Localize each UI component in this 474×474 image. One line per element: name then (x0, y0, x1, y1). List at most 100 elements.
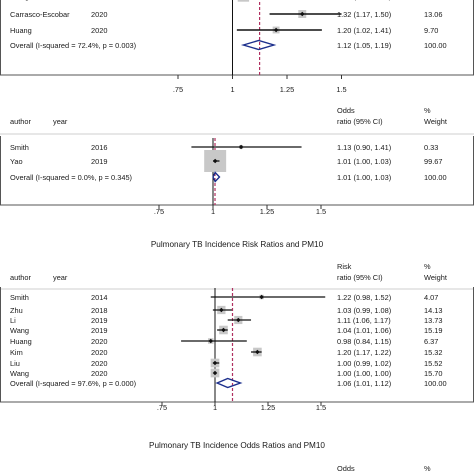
study-weight: 9.70 (424, 26, 438, 35)
study-year: 2019 (91, 157, 107, 166)
study-author: Liu (10, 359, 20, 368)
x-tick-label: 1 (211, 207, 215, 216)
study-point-estimate (299, 11, 305, 17)
header-ratio: ratio (95% CI) (337, 273, 383, 282)
study-ratio-ci: 1.22 (0.98, 1.52) (337, 293, 391, 302)
study-author: Wang (10, 0, 29, 1)
study-point-estimate (259, 294, 264, 300)
header-weight: % (424, 262, 431, 271)
panel-title: Pulmonary TB Incidence Risk Ratios and P… (151, 240, 324, 249)
study-author: Kim (10, 348, 23, 357)
x-tick-label: 1.5 (316, 207, 326, 216)
study-ratio-ci: 1.32 (1.17, 1.50) (337, 10, 391, 19)
study-point-estimate (219, 307, 224, 313)
header-ratio: ratio (95% CI) (337, 117, 383, 126)
study-ratio-ci: 1.20 (1.02, 1.41) (337, 26, 391, 35)
study-year: 2018 (91, 0, 107, 1)
study-year: 2020 (91, 10, 107, 19)
study-year: 2020 (91, 26, 107, 35)
study-ratio-ci: 1.04 (1.01, 1.06) (337, 326, 391, 335)
x-tick-label: 1.25 (260, 207, 274, 216)
study-year: 2020 (91, 369, 107, 378)
study-year: 2014 (91, 293, 107, 302)
study-point-estimate (238, 144, 244, 150)
study-weight: 0.33 (424, 143, 438, 152)
study-ratio-ci: 1.03 (0.99, 1.08) (337, 306, 391, 315)
study-weight-box (237, 0, 250, 2)
x-tick-label: 1.25 (280, 85, 294, 94)
study-point-estimate (273, 27, 279, 33)
overall-weight: 100.00 (424, 41, 447, 50)
study-point-estimate (221, 327, 226, 333)
header-ratio: Odds (337, 464, 355, 473)
study-author: Li (10, 316, 16, 325)
study-point-estimate (236, 317, 241, 323)
study-year: 2016 (91, 143, 107, 152)
panel-title: Pulmonary TB Incidence Odds Ratios and P… (149, 441, 325, 450)
study-point-estimate (208, 338, 214, 344)
study-weight: 14.13 (424, 306, 443, 315)
overall-diamond (212, 171, 221, 183)
study-weight: 15.70 (424, 369, 443, 378)
study-point-estimate (255, 349, 260, 355)
study-point-estimate (212, 158, 218, 164)
study-author: Huang (10, 26, 32, 35)
study-year: 2019 (91, 316, 107, 325)
x-tick-label: .75 (154, 207, 164, 216)
study-weight: 6.37 (424, 337, 438, 346)
header-weight: Weight (424, 273, 447, 282)
overall-label: Overall (I-squared = 97.6%, p = 0.000) (10, 379, 136, 388)
study-author: Wang (10, 369, 29, 378)
study-ratio-ci: 1.00 (0.99, 1.02) (337, 359, 391, 368)
header-ratio: Risk (337, 262, 352, 271)
study-year: 2018 (91, 306, 107, 315)
header-weight: % (424, 106, 431, 115)
overall-label: Overall (I-squared = 72.4%, p = 0.003) (10, 41, 136, 50)
overall-diamond (215, 377, 243, 389)
x-tick-label: 1 (230, 85, 234, 94)
header-weight: % (424, 464, 431, 473)
study-point-estimate (212, 360, 218, 366)
header-weight: Weight (424, 117, 447, 126)
study-ratio-ci: 1.01 (1.00, 1.03) (337, 157, 391, 166)
study-ratio-ci: 1.20 (1.17, 1.22) (337, 348, 391, 357)
header-year: year (53, 117, 68, 126)
study-weight: 26.75 (424, 0, 443, 1)
study-author: Huang (10, 337, 32, 346)
x-tick-label: 1.5 (316, 403, 326, 412)
study-point-estimate (212, 370, 218, 376)
header-year: year (53, 273, 68, 282)
study-year: 2019 (91, 326, 107, 335)
study-weight: 13.73 (424, 316, 443, 325)
study-ratio-ci: 1.11 (1.06, 1.17) (337, 316, 391, 325)
study-ratio-ci: 1.13 (0.90, 1.41) (337, 143, 391, 152)
study-ratio-ci: 1.05 (1.00, 1.10) (337, 0, 391, 1)
study-weight: 99.67 (424, 157, 443, 166)
overall-ratio-ci: 1.12 (1.05, 1.19) (337, 41, 391, 50)
study-weight: 15.52 (424, 359, 443, 368)
study-ratio-ci: 0.98 (0.84, 1.15) (337, 337, 391, 346)
header-author: author (10, 273, 31, 282)
overall-weight: 100.00 (424, 173, 447, 182)
overall-ratio-ci: 1.06 (1.01, 1.12) (337, 379, 391, 388)
study-weight: 15.19 (424, 326, 443, 335)
study-author: Smith (10, 143, 29, 152)
study-year: 2020 (91, 359, 107, 368)
study-ratio-ci: 1.00 (1.00, 1.00) (337, 369, 391, 378)
study-author: Carrasco-Escobar (10, 10, 70, 19)
header-ratio: Odds (337, 106, 355, 115)
study-author: Zhu (10, 306, 23, 315)
study-author: Smith (10, 293, 29, 302)
overall-diamond (240, 39, 277, 51)
overall-label: Overall (I-squared = 0.0%, p = 0.345) (10, 173, 132, 182)
overall-weight: 100.00 (424, 379, 447, 388)
study-weight: 13.06 (424, 10, 443, 19)
study-year: 2020 (91, 348, 107, 357)
x-tick-label: 1.5 (336, 85, 346, 94)
x-tick-label: 1 (213, 403, 217, 412)
study-weight: 4.07 (424, 293, 438, 302)
overall-ratio-ci: 1.01 (1.00, 1.03) (337, 173, 391, 182)
study-author: Yao (10, 157, 23, 166)
study-author: Wang (10, 326, 29, 335)
